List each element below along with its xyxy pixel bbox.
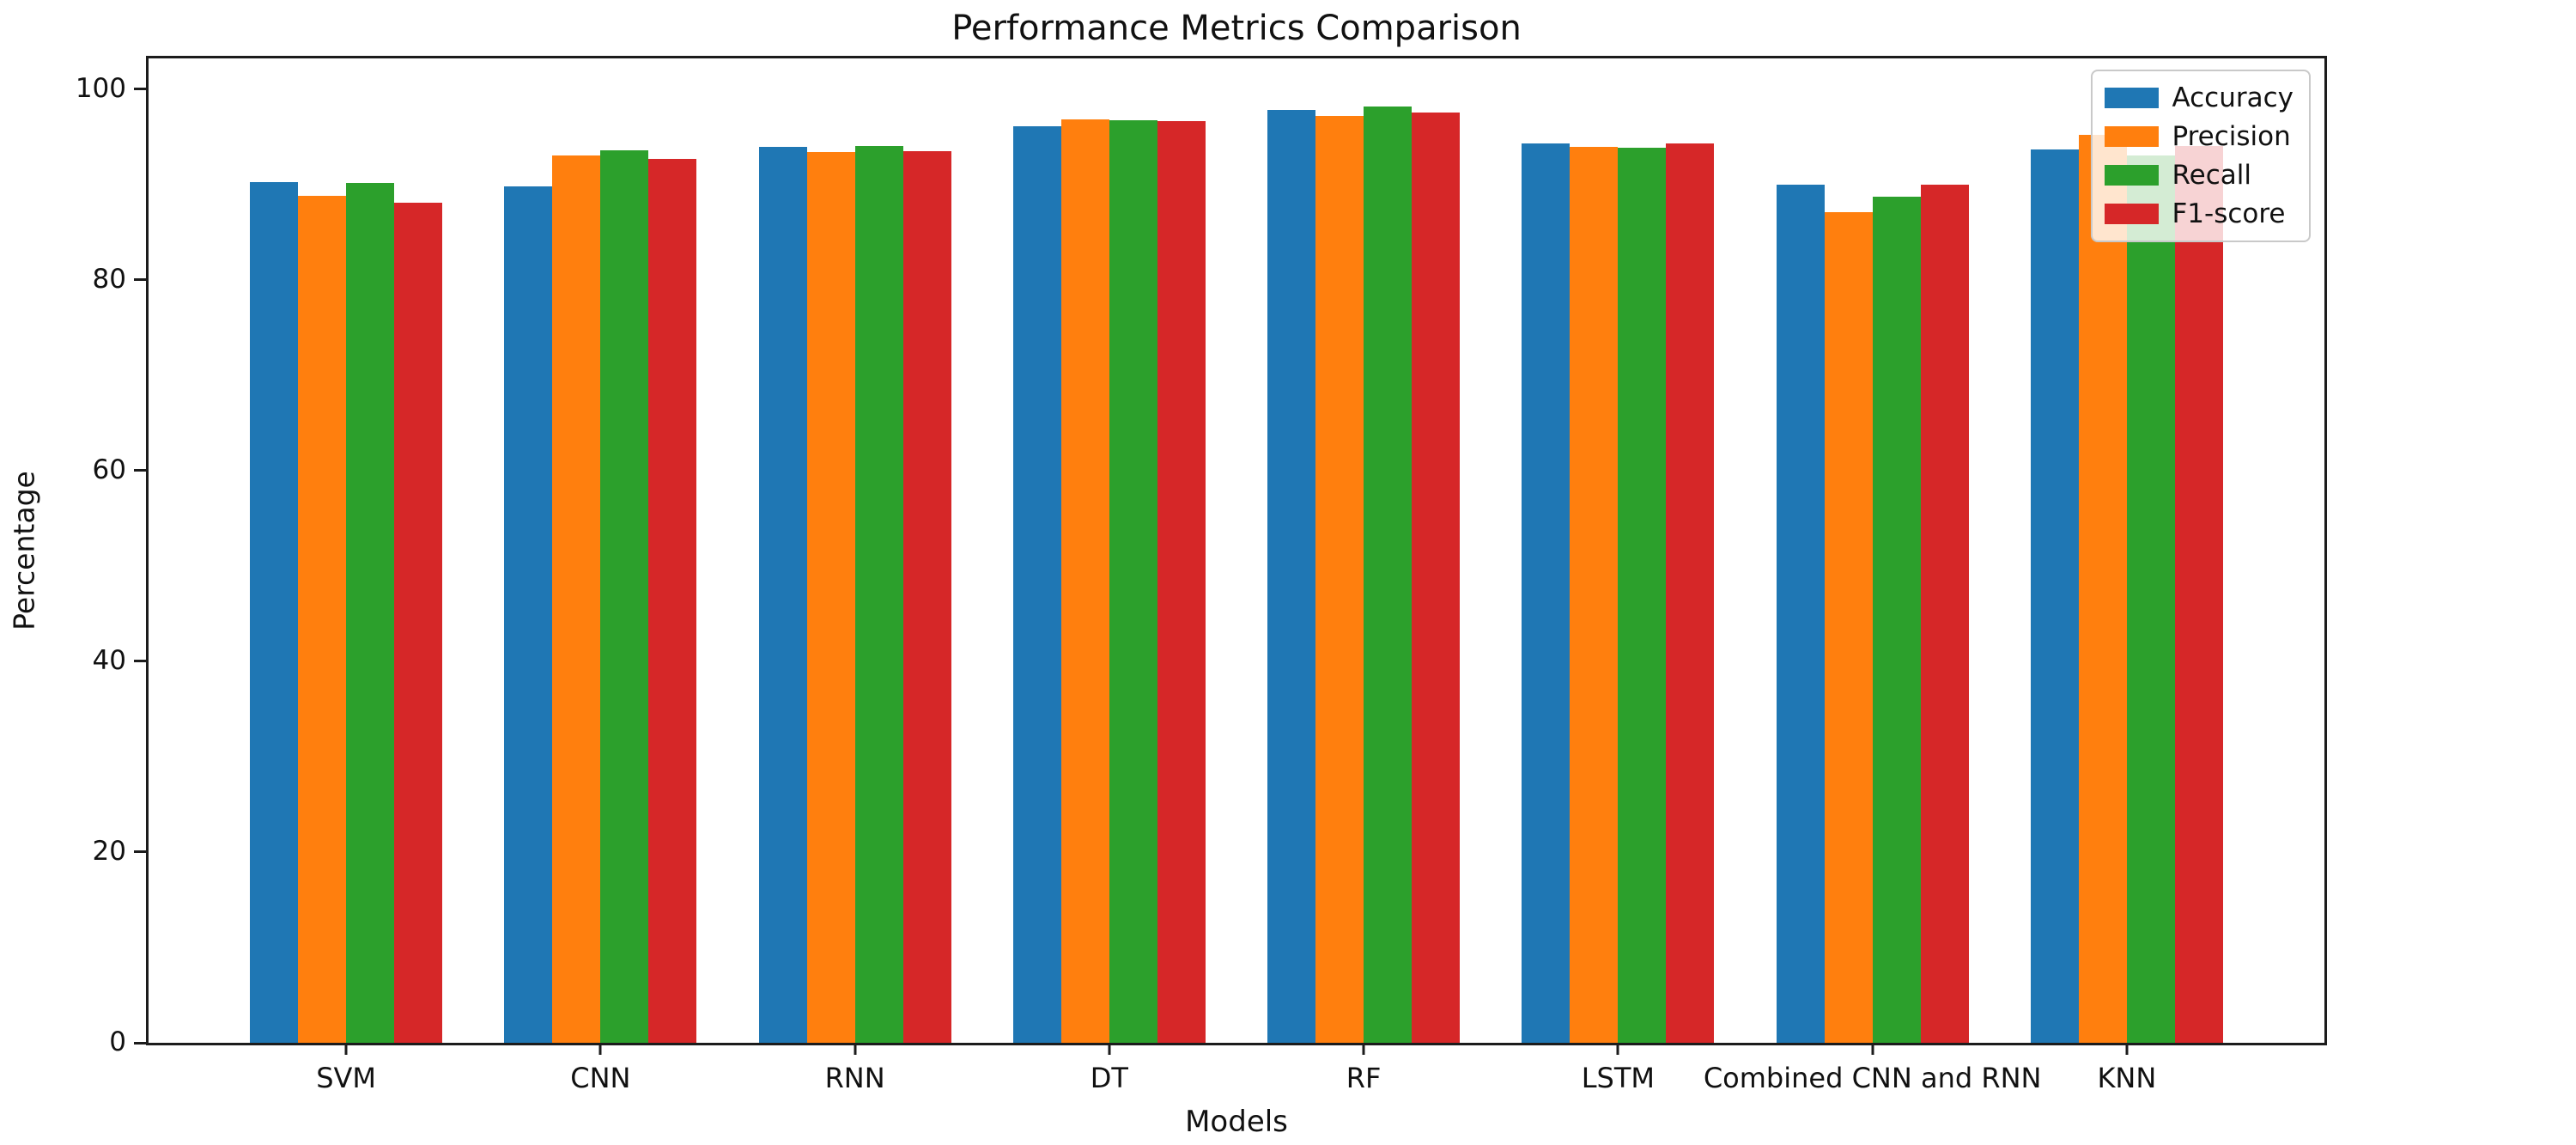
y-tick-label-60: 60: [92, 454, 126, 485]
bar-rf-recall: [1364, 106, 1413, 1043]
bar-cnn-recall: [600, 149, 649, 1043]
bar-rnn-accuracy: [758, 147, 807, 1043]
bar-knn-accuracy: [2030, 149, 2079, 1043]
y-tick-label-0: 0: [109, 1026, 126, 1057]
bar-rnn-f1-score: [902, 150, 951, 1043]
y-tick-label-80: 80: [92, 263, 126, 295]
x-tick-mark-rnn: [854, 1043, 857, 1055]
bar-dt-precision: [1060, 119, 1109, 1043]
x-tick-label-rf: RF: [1346, 1062, 1382, 1094]
x-tick-mark-lstm: [1616, 1043, 1619, 1055]
bar-rnn-precision: [806, 151, 855, 1043]
bar-dt-recall: [1109, 120, 1157, 1043]
x-tick-mark-dt: [1108, 1043, 1111, 1055]
bar-svm-f1-score: [394, 202, 443, 1043]
bar-groups-container: SVM CNN RNN DT RF LSTM Combined CNN and RNN KNN: [149, 58, 2324, 1094]
bars-row-lstm: [1522, 58, 1715, 1043]
bar-group-knn: KNN: [2000, 58, 2254, 1094]
bar-cnn-accuracy: [504, 186, 553, 1043]
x-tick-label-lstm: LSTM: [1581, 1062, 1656, 1094]
bar-group-combined-cnn-and-rnn: Combined CNN and RNN: [1704, 58, 2041, 1094]
bar-dt-f1-score: [1157, 121, 1206, 1043]
bar-knn-precision: [2078, 134, 2127, 1043]
bars-row-knn: [2030, 58, 2223, 1043]
y-tick-mark-80: [134, 278, 146, 282]
bar-cnn-precision: [552, 155, 601, 1043]
x-tick-mark-cnn: [598, 1043, 602, 1055]
bars-row-combined-cnn-and-rnn: [1776, 58, 1969, 1043]
legend-item-precision: Precision: [2105, 121, 2293, 152]
bars-row-cnn: [504, 58, 697, 1043]
y-tick-mark-60: [134, 469, 146, 472]
bar-combined-cnn-and-rnn-f1-score: [1920, 184, 1969, 1043]
legend-item-recall: Recall: [2105, 160, 2293, 191]
legend: Accuracy Precision Recall F1-score: [2091, 70, 2311, 242]
x-tick-mark-combined-cnn-and-rnn: [1871, 1043, 1874, 1055]
x-tick-mark-rf: [1362, 1043, 1365, 1055]
y-tick-label-20: 20: [92, 835, 126, 867]
bar-combined-cnn-and-rnn-recall: [1872, 197, 1921, 1043]
bar-lstm-precision: [1570, 147, 1619, 1043]
legend-swatch-f1-score: [2105, 204, 2160, 224]
bars-row-dt: [1012, 58, 1206, 1043]
legend-item-f1-score: F1-score: [2105, 198, 2293, 229]
legend-item-accuracy: Accuracy: [2105, 82, 2293, 113]
bar-svm-accuracy: [250, 182, 299, 1043]
bar-rf-f1-score: [1412, 113, 1461, 1043]
y-tick-mark-0: [134, 1041, 146, 1045]
bar-group-lstm: LSTM: [1491, 58, 1745, 1094]
bars-row-rnn: [758, 58, 951, 1043]
bar-knn-f1-score: [2174, 146, 2223, 1043]
legend-swatch-accuracy: [2105, 88, 2160, 108]
bar-svm-precision: [298, 195, 347, 1043]
x-tick-label-rnn: RNN: [824, 1062, 885, 1094]
x-tick-mark-svm: [344, 1043, 348, 1055]
legend-label-precision: Precision: [2172, 121, 2291, 152]
bar-rnn-recall: [854, 146, 903, 1043]
y-tick-label-40: 40: [92, 644, 126, 676]
bar-combined-cnn-and-rnn-precision: [1824, 211, 1873, 1043]
bar-group-svm: SVM: [219, 58, 473, 1094]
bar-group-cnn: CNN: [473, 58, 727, 1094]
bar-lstm-f1-score: [1666, 143, 1715, 1043]
bar-cnn-f1-score: [648, 158, 697, 1043]
bar-rf-precision: [1315, 115, 1364, 1043]
bar-rf-accuracy: [1267, 109, 1316, 1043]
bar-group-dt: DT: [982, 58, 1236, 1094]
bar-knn-recall: [2126, 155, 2175, 1043]
legend-label-recall: Recall: [2172, 160, 2251, 191]
legend-swatch-recall: [2105, 165, 2160, 186]
bar-dt-accuracy: [1012, 125, 1061, 1043]
x-axis-label: Models: [1185, 1105, 1288, 1139]
bar-svm-recall: [346, 183, 395, 1043]
legend-label-f1-score: F1-score: [2172, 198, 2286, 229]
bars-row-rf: [1267, 58, 1461, 1043]
plot-area: SVM CNN RNN DT RF LSTM Combined CNN and RNN KNN…: [76, 56, 2327, 1094]
legend-label-accuracy: Accuracy: [2172, 82, 2293, 113]
x-tick-label-combined-cnn-and-rnn: Combined CNN and RNN: [1703, 1062, 2042, 1094]
bar-lstm-recall: [1618, 148, 1667, 1043]
y-tick-label-100: 100: [75, 72, 126, 104]
bar-group-rf: RF: [1236, 58, 1491, 1094]
y-tick-mark-20: [134, 850, 146, 854]
x-tick-label-svm: SVM: [316, 1062, 377, 1094]
bars-row-svm: [250, 58, 443, 1043]
chart-title: Performance Metrics Comparison: [951, 9, 1522, 48]
x-tick-label-dt: DT: [1090, 1062, 1128, 1094]
y-tick-mark-100: [134, 88, 146, 91]
legend-swatch-precision: [2105, 126, 2160, 147]
bar-combined-cnn-and-rnn-accuracy: [1776, 184, 1825, 1043]
y-axis-label: Percentage: [7, 471, 41, 630]
x-tick-label-knn: KNN: [2097, 1062, 2157, 1094]
y-tick-mark-40: [134, 660, 146, 663]
bar-group-rnn: RNN: [728, 58, 982, 1094]
x-tick-label-cnn: CNN: [570, 1062, 631, 1094]
x-tick-mark-knn: [2125, 1043, 2129, 1055]
bar-lstm-accuracy: [1522, 143, 1571, 1043]
